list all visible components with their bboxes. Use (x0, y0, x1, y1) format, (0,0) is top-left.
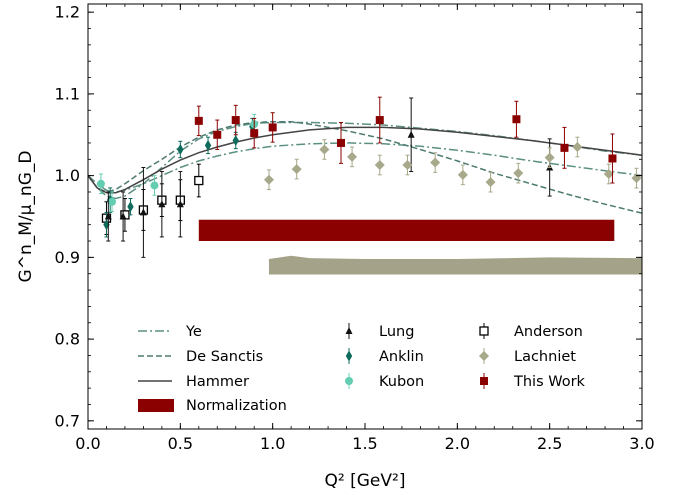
thiswork-series (194, 96, 617, 184)
x-tick-label: 3.0 (629, 434, 654, 453)
lung-point (119, 212, 127, 220)
lachniet-point (457, 169, 468, 180)
x-tick-label: 2.5 (537, 434, 562, 453)
lung-point (139, 208, 147, 216)
desanctis-curve-2 (88, 120, 642, 214)
lachniet-series (263, 136, 642, 193)
lung-point (176, 200, 184, 208)
x-tick-label: 1.0 (260, 434, 285, 453)
legend-label-thiswork: This Work (513, 374, 586, 390)
anderson-point (194, 175, 204, 186)
legend-item-thiswork: This Work (480, 373, 586, 390)
legend-marker-lung (345, 327, 353, 334)
legend-label-desanctis: De Sanctis (186, 349, 263, 365)
legend-label-lachniet: Lachniet (514, 349, 576, 365)
lachniet-point (603, 169, 614, 179)
lachniet-point (544, 152, 555, 163)
lachniet-point (291, 164, 302, 175)
y-axis-label: G^n_M/μ_nG_D (16, 151, 36, 283)
axes: 0.0 0.5 1.0 1.5 2.0 2.5 3.0 0.7 0.8 0.9 1.0 1.1 1.2 (55, 3, 655, 453)
lung-point (407, 130, 415, 138)
y-tick-label: 1.1 (55, 84, 80, 103)
legend: Ye De Sanctis Hammer Normalization Lung Ankli… (138, 323, 586, 414)
legend-item-ye: Ye (138, 324, 202, 340)
thiswork-point (213, 130, 222, 139)
lachniet-point (572, 142, 583, 153)
thiswork-point (250, 129, 259, 138)
normalization-band (198, 219, 615, 242)
ye-curve-0 (88, 142, 642, 193)
x-tick-label: 0.0 (75, 434, 100, 453)
legend-item-normalization: Normalization (138, 398, 287, 414)
legend-label-anderson: Anderson (514, 324, 583, 340)
legend-item-lung: Lung (345, 323, 414, 340)
thiswork-point (231, 116, 240, 125)
lung-point (104, 212, 112, 220)
lachniet-normalization-band (268, 255, 642, 275)
kubon-point (108, 197, 117, 206)
legend-marker-kubon (345, 377, 353, 385)
kubon-point (150, 181, 159, 190)
thiswork-point (375, 116, 384, 125)
lachniet-point (430, 157, 441, 168)
legend-item-anderson: Anderson (479, 323, 583, 340)
plot-area (88, 96, 642, 275)
legend-item-kubon: Kubon (345, 373, 424, 390)
kubon-point (96, 179, 105, 188)
legend-marker-anderson (479, 326, 489, 336)
plot-inner (88, 96, 642, 275)
lachniet-point (347, 151, 358, 162)
x-tick-label: 2.0 (445, 434, 470, 453)
thiswork-point (268, 123, 277, 132)
legend-swatch-normalization (138, 399, 174, 412)
y-tick-label: 0.9 (55, 248, 80, 267)
x-tick-label: 1.5 (352, 434, 377, 453)
thiswork-point (608, 154, 617, 163)
legend-marker-lachniet (479, 351, 489, 361)
thiswork-point (194, 116, 203, 125)
legend-label-kubon: Kubon (379, 374, 424, 390)
lachniet-point (374, 160, 385, 171)
legend-label-lung: Lung (379, 324, 414, 340)
anklin-point (204, 139, 212, 151)
lachniet-point (485, 177, 496, 188)
anklin-point (127, 201, 134, 213)
legend-label-normalization: Normalization (186, 398, 287, 414)
anklin-point (232, 134, 239, 146)
legend-marker-thiswork (480, 377, 488, 385)
y-tick-label: 1.0 (55, 166, 80, 185)
y-tick-label: 0.7 (55, 411, 80, 430)
legend-item-desanctis: De Sanctis (138, 349, 263, 365)
legend-item-hammer: Hammer (138, 374, 249, 390)
plot-frame (87, 3, 643, 430)
legend-item-lachniet: Lachniet (479, 348, 576, 365)
legend-marker-anklin (345, 350, 353, 362)
thiswork-point (512, 115, 521, 124)
legend-label-anklin: Anklin (379, 349, 424, 365)
lung-point (158, 200, 166, 208)
lachniet-point (263, 174, 274, 185)
legend-label-ye: Ye (185, 324, 202, 340)
x-tick-label: 0.5 (168, 434, 193, 453)
lachniet-point (513, 168, 524, 179)
legend-label-hammer: Hammer (186, 374, 249, 390)
anklin-point (177, 143, 184, 155)
ye-curve-1 (88, 121, 642, 200)
x-axis-label: Q² [GeV²] (325, 471, 406, 491)
thiswork-point (336, 138, 345, 147)
legend-item-anklin: Anklin (345, 348, 424, 365)
y-tick-label: 1.2 (55, 3, 80, 22)
thiswork-point (560, 143, 569, 152)
lachniet-point (402, 160, 413, 171)
lachniet-point (319, 144, 330, 155)
y-tick-label: 0.8 (55, 330, 80, 349)
lung-series (104, 97, 554, 258)
